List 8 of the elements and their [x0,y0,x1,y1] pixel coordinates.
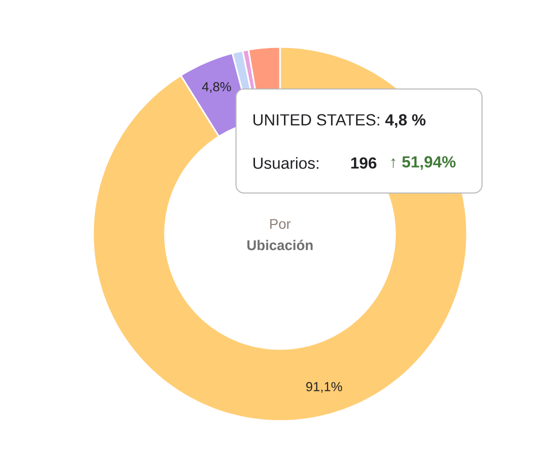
text: Usuarios: [254,157,318,169]
text: UNITED STATES: 4,8 % [254,114,426,128]
text: ↑ 51,94% [391,156,456,170]
text: Por [270,219,291,229]
data-label: 4,8% [202,82,231,93]
data-label: 91,1% [306,382,342,393]
text: Ubicación [247,240,313,250]
text: 196 [351,157,376,169]
